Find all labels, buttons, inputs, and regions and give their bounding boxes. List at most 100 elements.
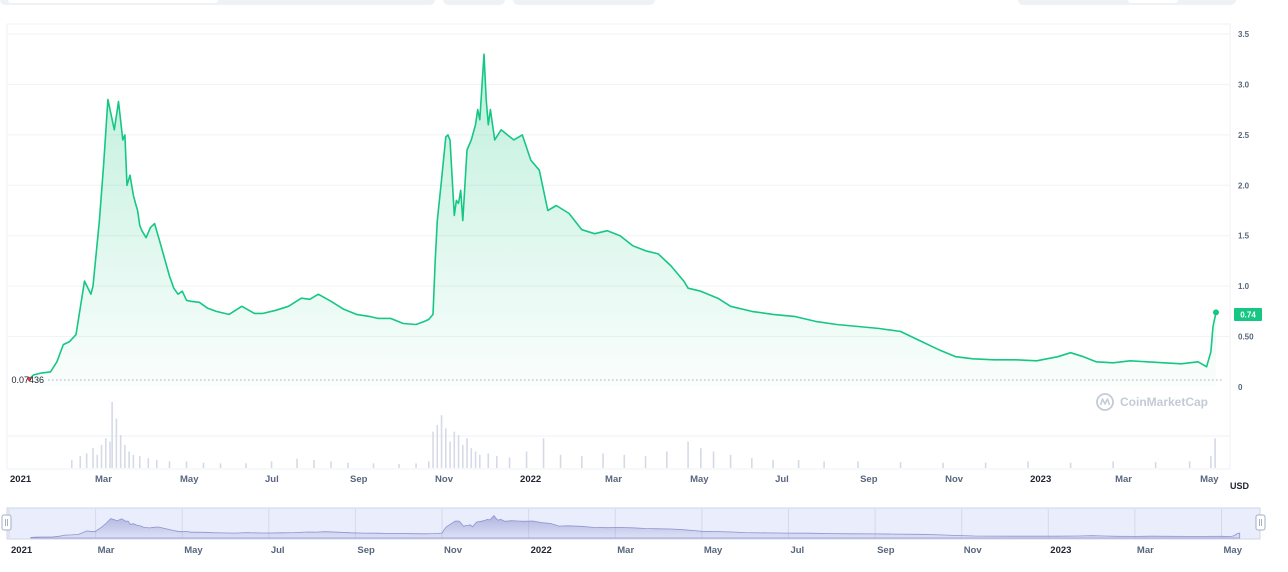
volume-bar <box>115 418 118 468</box>
time-range-selector[interactable] <box>1018 0 1236 5</box>
volume-bar <box>1210 456 1212 468</box>
start-price-label: 0.07436 <box>11 375 44 385</box>
volume-bar <box>96 454 99 468</box>
volume-bar <box>478 454 481 468</box>
x-tick-label: 2021 <box>10 474 32 485</box>
volume-bar <box>474 451 477 468</box>
volume-bar <box>219 463 222 468</box>
x-tick-label: May <box>1200 474 1219 485</box>
volume-bar <box>453 431 456 468</box>
x-tick-label: 2022 <box>520 474 541 485</box>
volume-bar <box>270 461 273 468</box>
navigator-tick-label: 2021 <box>11 545 33 556</box>
current-price-label: 0.74 <box>1240 311 1256 320</box>
volume-bar <box>457 435 460 468</box>
volume-bar <box>666 451 668 468</box>
volume-bar <box>712 451 715 468</box>
x-tick-label: Mar <box>1115 474 1132 485</box>
currency-label: USD <box>1230 481 1250 491</box>
navigator-axis: 2021 Mar May Jul Sep Nov 2022 Mar May Jul Sep Nov 20… <box>11 545 1243 556</box>
y-tick-label: 1.5 <box>1238 232 1250 241</box>
volume-bar <box>823 461 825 468</box>
price-line <box>28 53 1217 380</box>
x-tick-label: Nov <box>945 474 964 485</box>
volume-bar <box>449 441 451 468</box>
current-price-dot[interactable] <box>1212 309 1219 316</box>
x-tick-label: Mar <box>95 474 112 485</box>
y-axis: 0 0.50 1.0 1.5 2.0 2.5 3.0 3.5 <box>1238 30 1254 392</box>
volume-bar <box>508 457 511 468</box>
volume-bar <box>984 462 987 468</box>
volume-bar <box>432 431 434 468</box>
chart-type-toggle[interactable] <box>443 0 505 5</box>
volume-bar <box>470 448 473 468</box>
watermark-text: CoinMarketCap <box>1120 395 1208 409</box>
x-tick-label: Jul <box>775 474 789 485</box>
volume-bar <box>581 456 583 468</box>
volume-bar <box>440 415 443 468</box>
x-tick-label: Nov <box>435 474 454 485</box>
volume-bar <box>138 456 141 468</box>
y-tick-label: 2.5 <box>1238 131 1250 140</box>
navigator-tick-label: Sep <box>877 545 895 556</box>
volume-bar <box>415 463 417 468</box>
volume-bar <box>942 462 944 468</box>
volume-bar <box>119 435 122 468</box>
volume-bar <box>70 460 73 468</box>
volume-bar <box>79 456 82 468</box>
navigator-handle-right[interactable] <box>1255 514 1266 531</box>
volume-bar <box>602 453 604 468</box>
volume-bar <box>466 438 468 468</box>
x-tick-label: 2023 <box>1030 474 1051 485</box>
grid-lines <box>8 33 1230 437</box>
volume-bar <box>857 461 859 468</box>
volume-bar <box>92 448 94 468</box>
y-tick-label: 1.0 <box>1238 282 1250 291</box>
volume-bar <box>313 460 315 468</box>
volume-bar <box>1027 461 1029 468</box>
volume-bar <box>155 460 158 468</box>
volume-bar <box>729 454 732 468</box>
volume-bar <box>436 425 439 468</box>
volume-bar <box>1214 438 1216 468</box>
navigator-tick-label: May <box>1224 545 1243 556</box>
navigator-tick-label: Mar <box>98 545 115 556</box>
volume-bar <box>147 458 150 468</box>
volume-bar <box>245 463 247 468</box>
volume-bar <box>100 444 103 468</box>
volume-bar <box>185 461 188 468</box>
volume-bar <box>1112 461 1114 468</box>
x-axis: 2021 Mar May Jul Sep Nov 2022 Mar May Jul Sep Nov 20… <box>10 474 1219 485</box>
y-tick-label: 2.0 <box>1238 181 1250 190</box>
y-tick-label: 0.50 <box>1238 333 1254 342</box>
volume-bar <box>1154 462 1157 468</box>
volume-bar <box>700 448 702 468</box>
volume-bar <box>372 463 375 468</box>
volume-bar <box>687 441 689 468</box>
current-price-badge <box>1234 308 1262 321</box>
navigator-series <box>30 514 1241 539</box>
navigator-tick-label: 2022 <box>531 545 552 556</box>
x-tick-label: Sep <box>350 474 368 485</box>
volume-bar <box>347 462 349 468</box>
volume-bars <box>70 402 1216 468</box>
start-price-dot <box>27 376 32 381</box>
volume-bar <box>899 462 902 468</box>
x-tick-label: Mar <box>605 474 622 485</box>
price-area <box>29 54 1216 387</box>
volume-bar <box>85 453 88 468</box>
navigator-tick-label: 2023 <box>1050 545 1071 556</box>
volume-bar <box>525 451 528 468</box>
range-navigator[interactable] <box>1 507 1266 540</box>
chart-options-toggle[interactable] <box>513 0 655 5</box>
watermark: CoinMarketCap <box>1096 393 1208 411</box>
volume-bar <box>461 444 464 468</box>
x-tick-label: May <box>180 474 199 485</box>
volume-bar <box>202 462 205 468</box>
y-tick-label: 3.5 <box>1238 30 1250 39</box>
volume-bar <box>1188 461 1191 468</box>
navigator-handle-left[interactable] <box>1 514 12 531</box>
navigator-tick-label: May <box>184 545 203 556</box>
search-control[interactable] <box>0 0 435 5</box>
navigator-tick-label: Jul <box>271 545 285 556</box>
